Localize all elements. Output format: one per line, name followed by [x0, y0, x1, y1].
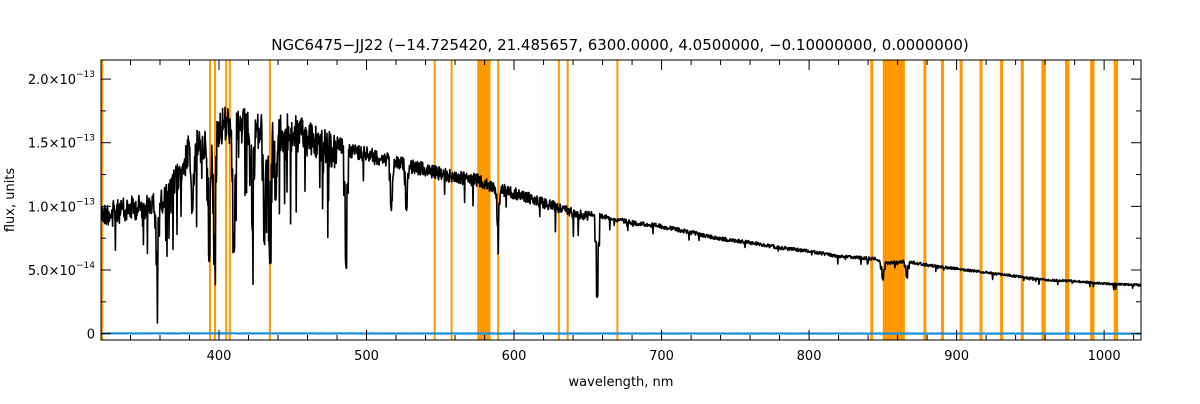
- masked-region: [883, 60, 905, 340]
- x-tick-label: 900: [944, 349, 969, 364]
- masked-region: [960, 60, 963, 340]
- spectrum-line: [101, 107, 1141, 323]
- y-tick-label: 1.5×10−13: [28, 134, 95, 152]
- x-tick-label: 1000: [1088, 349, 1121, 364]
- y-axis-label: flux, units: [3, 168, 18, 233]
- x-tick-label: 400: [207, 349, 232, 364]
- plot-frame: [101, 60, 1141, 340]
- y-tick-label: 1.0×10−13: [28, 197, 95, 215]
- masked-region: [497, 60, 499, 340]
- masked-region: [434, 60, 436, 340]
- masked-region: [1000, 60, 1003, 340]
- masked-region: [451, 60, 453, 340]
- y-tick-label: 5.0×10−14: [28, 261, 95, 279]
- masked-region: [980, 60, 983, 340]
- masked-region: [1065, 60, 1069, 340]
- masked-region: [1114, 60, 1118, 340]
- masked-region: [558, 60, 560, 340]
- masked-region: [1021, 60, 1024, 340]
- masked-region: [1090, 60, 1094, 340]
- y-tick-label: 0: [87, 328, 95, 343]
- masked-region: [941, 60, 944, 340]
- masked-region: [225, 60, 227, 340]
- x-tick-label: 500: [354, 349, 379, 364]
- chart-title: NGC6475−JJ22 (−14.725420, 21.485657, 630…: [271, 36, 969, 54]
- masked-region: [477, 60, 490, 340]
- x-axis-label: wavelength, nm: [569, 375, 674, 390]
- masked-region: [870, 60, 873, 340]
- x-tick-label: 700: [649, 349, 674, 364]
- masked-region: [1041, 60, 1045, 340]
- masked-region: [567, 60, 569, 340]
- x-tick-label: 800: [797, 349, 822, 364]
- masked-region: [923, 60, 926, 340]
- y-tick-label: 2.0×10−13: [28, 70, 95, 88]
- y-axis: 0 5.0×10−14 1.0×10−13 1.5×10−13 2.0×10−13: [28, 70, 1141, 343]
- masked-region: [616, 60, 618, 340]
- masked-region: [229, 60, 231, 340]
- x-tick-label: 600: [502, 349, 527, 364]
- plot-area: [101, 107, 1141, 333]
